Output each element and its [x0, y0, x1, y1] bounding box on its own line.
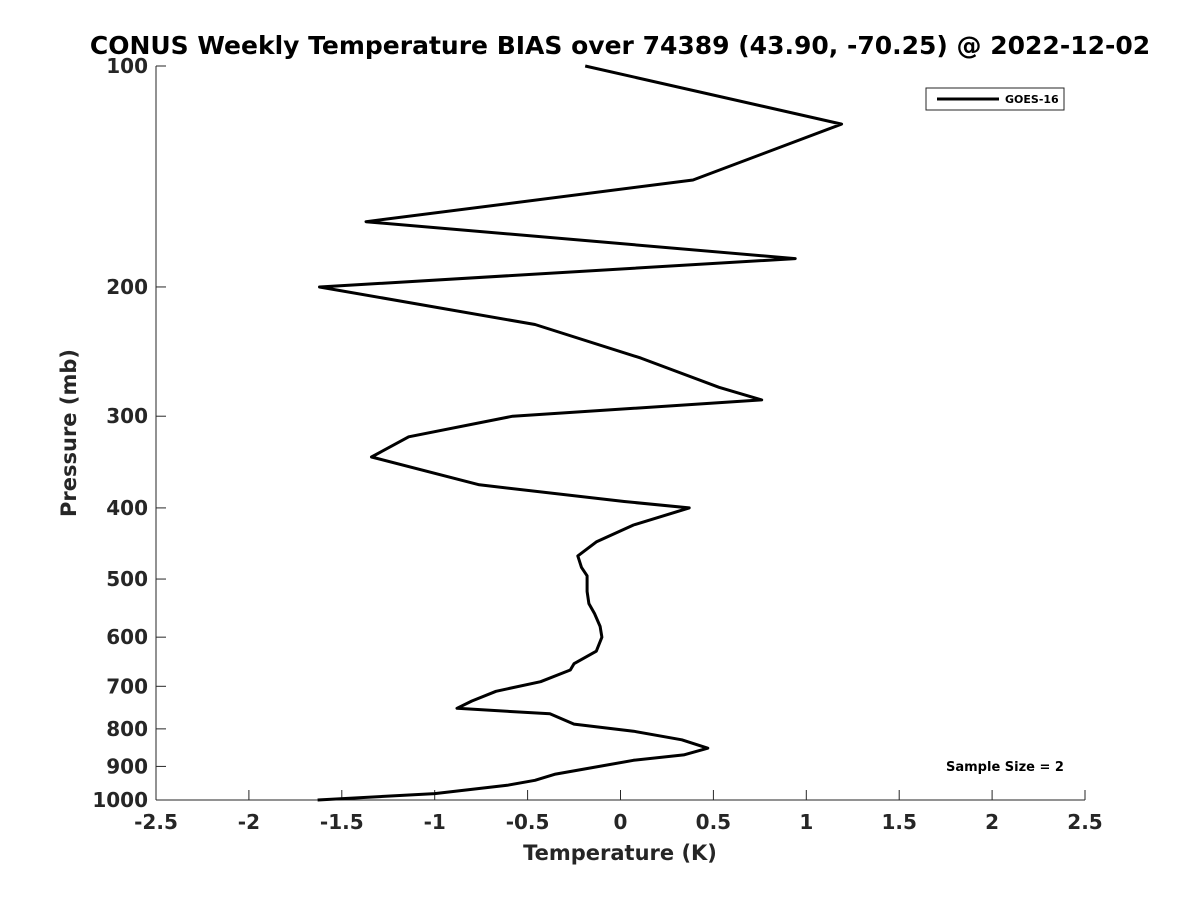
x-axis-label: Temperature (K) [523, 841, 717, 865]
x-tick-label: -2.5 [134, 810, 178, 834]
x-tick-label: -2 [238, 810, 260, 834]
y-tick-label: 800 [106, 717, 148, 741]
y-tick-label: 1000 [92, 788, 148, 812]
legend: GOES-16 [925, 87, 1065, 111]
y-tick-label: 100 [106, 54, 148, 78]
x-tick-label: 1.5 [881, 810, 916, 834]
y-ticks: 100 200 300 400 500 600 700 800 900 1000 [92, 54, 166, 812]
sample-size-note: Sample Size = 2 [946, 760, 1064, 775]
y-tick-label: 900 [106, 754, 148, 778]
chart-title: CONUS Weekly Temperature BIAS over 74389… [90, 31, 1150, 60]
x-tick-label: 0.5 [696, 810, 731, 834]
y-tick-label: 200 [106, 275, 148, 299]
x-tick-label: 2 [985, 810, 999, 834]
x-tick-label: -1 [424, 810, 446, 834]
y-tick-label: 600 [106, 625, 148, 649]
series-layer [317, 64, 844, 802]
x-tick-label: -0.5 [506, 810, 550, 834]
x-tick-label: -1.5 [320, 810, 364, 834]
x-tick-label: 0 [614, 810, 628, 834]
y-tick-label: 300 [106, 404, 148, 428]
y-axis-label: Pressure (mb) [57, 349, 81, 517]
x-ticks: -2.5 -2 -1.5 -1 -0.5 0 0.5 1 1.5 2 2.5 [134, 790, 1103, 834]
legend-label-goes-16: GOES-16 [1005, 93, 1059, 106]
y-tick-label: 400 [106, 496, 148, 520]
x-tick-label: 2.5 [1067, 810, 1102, 834]
y-tick-label: 500 [106, 567, 148, 591]
series-line-goes-16 [317, 64, 844, 802]
x-tick-label: 1 [799, 810, 813, 834]
y-tick-label: 700 [106, 674, 148, 698]
